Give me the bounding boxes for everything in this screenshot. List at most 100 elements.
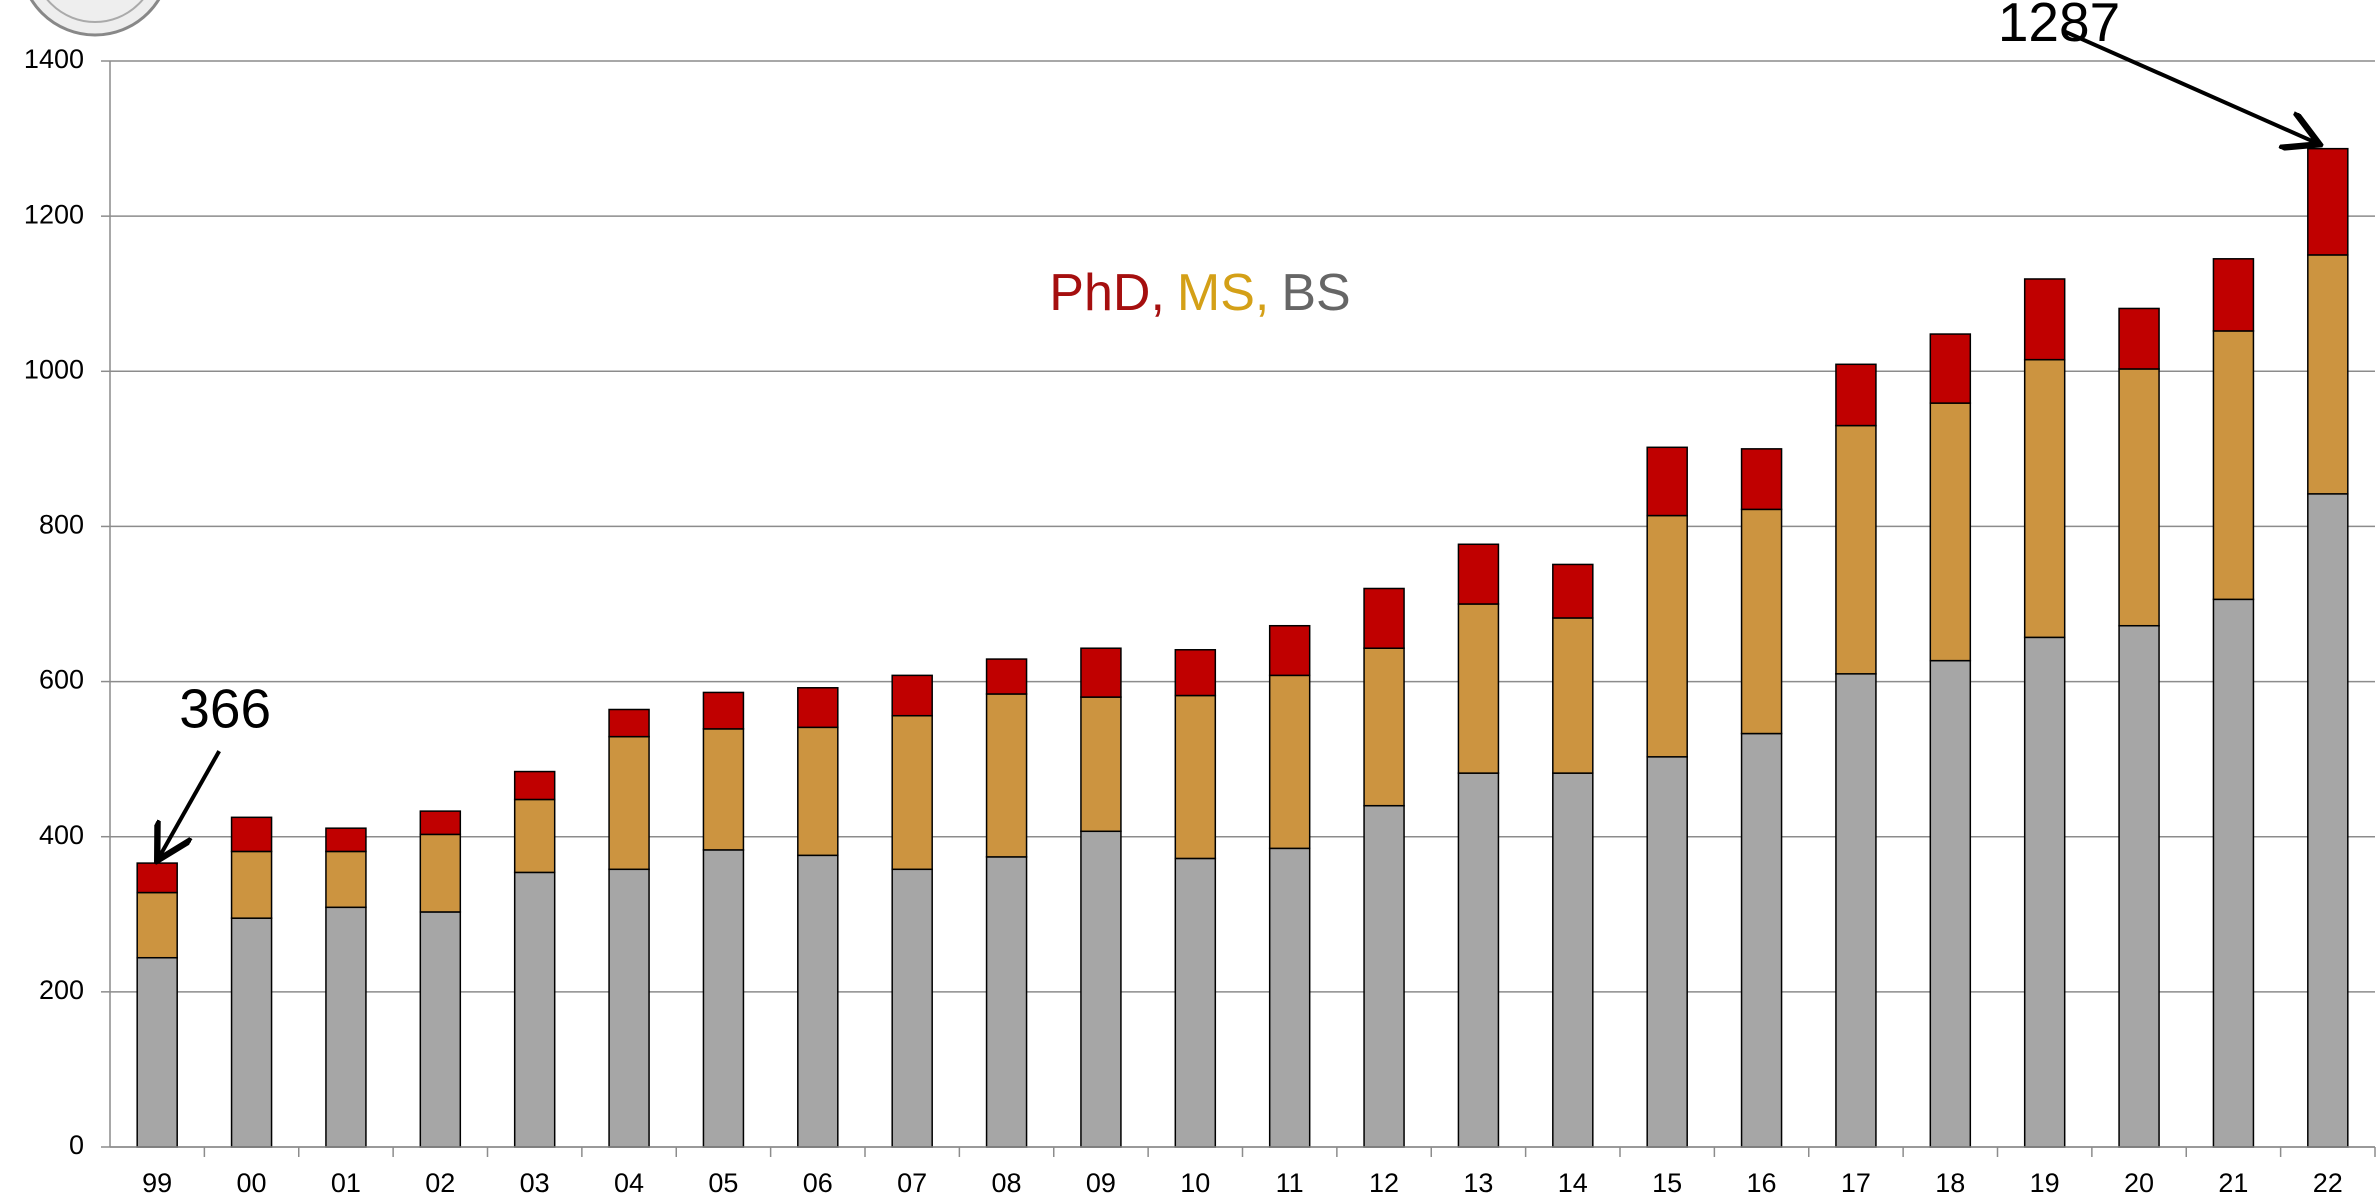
x-tick-label: 05 [708,1168,738,1196]
bar-segment [1268,624,1311,677]
bar-segment [1552,617,1594,774]
bar-segment [1080,830,1122,1148]
x-tick-label: 99 [142,1168,172,1196]
x-tick-label: 13 [1463,1168,1493,1196]
bar-segment [325,827,367,853]
bar-segment [513,798,556,874]
y-tick-label: 1200 [24,199,84,229]
bar-segment [1835,363,1877,427]
bar-segment [419,810,462,836]
x-tick-label: 09 [1086,1168,1116,1196]
x-tick-label: 01 [331,1168,361,1196]
bar-segment [1268,847,1311,1148]
bar-segment [136,862,178,894]
annotation-label: 1287 [1998,0,2120,53]
bar-segment [1268,674,1311,850]
bar-segment [2023,636,2066,1148]
bar-segment [325,906,367,1148]
bar-segment [1174,649,1217,697]
bar-segment [1646,446,1688,517]
bar-segment [2118,307,2160,370]
bar-segment [1080,696,1122,833]
x-tick-label: 02 [425,1168,455,1196]
y-tick-label: 1400 [24,44,84,74]
bar-segment [1363,587,1405,649]
bar-segment [1835,424,1877,675]
x-tick-label: 14 [1558,1168,1588,1196]
bar-segment [797,726,839,857]
bar-segment [1174,857,1217,1148]
bar-segment [2307,147,2349,256]
logo-ring [46,0,144,23]
bar-segment [136,956,178,1148]
y-tick-label: 200 [39,975,84,1005]
bar-segment [513,770,556,801]
bar-segment [2307,254,2349,495]
x-tick-label: 16 [1747,1168,1777,1196]
legend-entry: MS, [1177,264,1269,322]
bar-segment [702,849,745,1148]
bar-segment [1552,563,1594,619]
bar-segment [325,850,367,909]
x-tick-label: 08 [992,1168,1022,1196]
x-tick-label: 03 [520,1168,550,1196]
bar-segment [985,693,1028,858]
logo [29,0,161,37]
y-tick-label: 400 [39,820,84,850]
legend-entry: PhD, [1049,264,1165,322]
x-tick-label: 20 [2124,1168,2154,1196]
x-tick-label: 22 [2313,1168,2343,1196]
bar-segment [2212,598,2255,1148]
x-tick-label: 21 [2218,1168,2248,1196]
bar-segment [2118,368,2160,627]
x-tick-label: 10 [1180,1168,1210,1196]
bar-segment [985,658,1028,695]
annotation-arrow [2062,28,2316,143]
annotation-label: 366 [179,678,271,740]
bar-segment [1740,448,1783,511]
bar-segment [419,911,462,1148]
bar-segment [608,708,650,738]
bar-segment [1363,804,1405,1148]
bar-segment [230,816,273,853]
bar-segment [2023,358,2066,639]
x-tick-label: 15 [1652,1168,1682,1196]
bar-segment [136,891,178,959]
legend-entry: BS [1281,264,1350,322]
bar-segment [1835,673,1877,1148]
bar-segment [797,687,839,729]
y-tick-label: 600 [39,665,84,695]
x-tick-label: 04 [614,1168,644,1196]
bar-segment [1457,603,1500,774]
bar-segment [230,917,273,1148]
legend: PhD, MS, BS [1049,264,1350,322]
bar-segment [985,856,1028,1148]
bar-segment [608,735,650,871]
bar-segment [1457,772,1500,1148]
bar-segment [891,714,933,871]
bar-segment [2212,330,2255,601]
x-tick-label: 18 [1935,1168,1965,1196]
bar-segment [608,868,650,1148]
x-tick-label: 12 [1369,1168,1399,1196]
bar-segment [1174,694,1217,860]
bar-segment [1929,659,1972,1148]
bar-segment [702,728,745,851]
bar-segment [797,854,839,1148]
bar-segment [1363,647,1405,807]
bar-segment [1646,514,1688,758]
bar-segment [1929,333,1972,404]
bar-segment [1646,756,1688,1148]
x-tick-label: 17 [1841,1168,1871,1196]
x-tick-label: 11 [1276,1168,1304,1196]
y-tick-label: 800 [39,510,84,540]
bar-segment [419,833,462,913]
x-tick-label: 07 [897,1168,927,1196]
bar-segment [2212,258,2255,332]
bar-segment [1457,543,1500,605]
bar-segment [1552,772,1594,1148]
bar-segment [702,691,745,730]
bar-segment [2118,624,2160,1148]
bar-segment [230,850,273,919]
annotation-arrow [159,750,221,857]
